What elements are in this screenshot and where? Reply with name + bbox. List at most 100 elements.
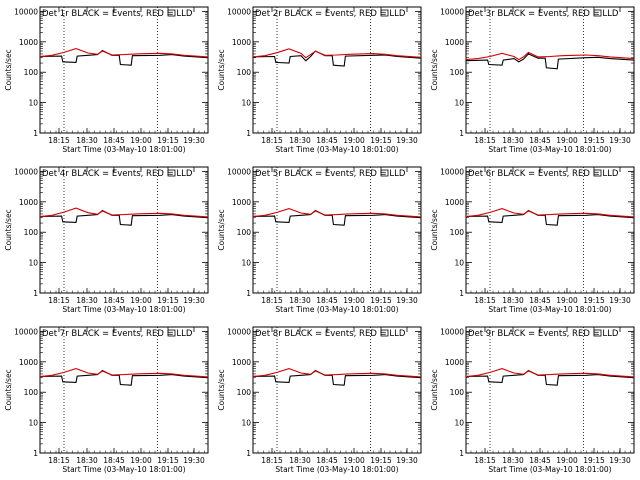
series-black-line (39, 369, 209, 386)
y-tick-label: 10 (28, 419, 38, 428)
y-tick-label: 100 (237, 68, 252, 77)
y-tick-label: 10 (454, 259, 464, 268)
chart-title: Det 7r BLACK = Events, RED = LLD (42, 329, 193, 339)
x-tick-label: 19:00 (130, 456, 152, 465)
x-tick-label: 19:15 (583, 456, 605, 465)
y-tick-label: 1000 (19, 38, 38, 47)
x-tick-label: 18:30 (289, 296, 311, 305)
y-tick-label: 1000 (445, 38, 464, 47)
indicator-box (593, 9, 602, 17)
y-tick-label: 100 (24, 68, 39, 77)
x-tick-label: 18:15 (474, 296, 496, 305)
y-tick-label: 10000 (440, 167, 464, 176)
plot-frame (252, 166, 422, 294)
y-tick-label: 10000 (14, 167, 38, 176)
y-tick-label: 10 (28, 259, 38, 268)
x-tick-label: 18:30 (76, 456, 98, 465)
series-black-line (39, 49, 209, 66)
x-axis-label: Start Time (03-May-10 18:01:00) (62, 145, 185, 154)
y-tick-label: 1000 (232, 38, 251, 47)
chart-title: Det 8r BLACK = Events, RED = LLD (255, 329, 406, 339)
chart-title: Det 5r BLACK = Events, RED = LLD (255, 169, 406, 179)
x-tick-label: 19:00 (343, 136, 365, 145)
plot-frame (252, 326, 422, 454)
y-axis-label: Counts/sec (217, 369, 226, 410)
x-tick-label: 18:45 (529, 456, 551, 465)
x-tick-label: 19:30 (396, 456, 418, 465)
y-axis-label: Counts/sec (217, 209, 226, 250)
chart-title: Det 2r BLACK = Events, RED = LLD (255, 9, 406, 19)
y-tick-label: 10 (454, 99, 464, 108)
indicator-box (380, 169, 389, 177)
y-tick-label: 1000 (445, 358, 464, 367)
x-tick-label: 18:30 (289, 136, 311, 145)
y-tick-label: 10 (241, 99, 251, 108)
y-axis-label: Counts/sec (430, 209, 439, 250)
y-axis-label: Counts/sec (217, 49, 226, 90)
x-tick-label: 19:00 (130, 136, 152, 145)
x-tick-label: 19:00 (343, 456, 365, 465)
indicator-box (167, 329, 176, 337)
x-tick-label: 19:15 (583, 136, 605, 145)
plot-frame (465, 166, 635, 294)
y-tick-label: 1 (33, 129, 38, 138)
series-black-line (465, 209, 635, 226)
y-tick-label: 1 (246, 129, 251, 138)
x-axis-label: Start Time (03-May-10 18:01:00) (488, 465, 611, 474)
x-tick-label: 19:00 (556, 456, 578, 465)
x-tick-label: 18:30 (502, 296, 524, 305)
x-tick-label: 19:00 (343, 296, 365, 305)
series-black-line (252, 50, 422, 67)
x-tick-label: 19:30 (396, 136, 418, 145)
y-tick-label: 10 (241, 419, 251, 428)
x-axis-label: Start Time (03-May-10 18:01:00) (488, 145, 611, 154)
chart-panel-4: Det 4r BLACK = Events, RED = LLD 1 10 100 10… (4, 166, 209, 314)
y-tick-label: 1000 (232, 358, 251, 367)
x-tick-label: 19:30 (396, 296, 418, 305)
x-axis-label: Start Time (03-May-10 18:01:00) (275, 305, 398, 314)
series-black-line (465, 369, 635, 386)
x-tick-label: 18:45 (103, 136, 125, 145)
series-black-line (39, 209, 209, 226)
series-red-line (465, 208, 635, 218)
x-tick-label: 19:30 (183, 456, 205, 465)
y-tick-label: 10000 (227, 167, 251, 176)
x-tick-label: 19:00 (130, 296, 152, 305)
x-axis-label: Start Time (03-May-10 18:01:00) (62, 305, 185, 314)
x-tick-label: 18:30 (76, 136, 98, 145)
x-axis-label: Start Time (03-May-10 18:01:00) (275, 465, 398, 474)
x-tick-label: 19:30 (609, 136, 631, 145)
chart-panel-3: Det 3r BLACK = Events, RED = LLD 1 10 100 10… (430, 6, 635, 154)
chart-title: Det 6r BLACK = Events, RED = LLD (468, 169, 619, 179)
plot-frame (252, 6, 422, 134)
series-red-line (252, 48, 422, 59)
x-tick-label: 19:15 (370, 296, 392, 305)
y-axis-label: Counts/sec (430, 369, 439, 410)
y-tick-label: 1000 (445, 198, 464, 207)
series-red-line (252, 368, 422, 378)
x-tick-label: 19:15 (157, 456, 179, 465)
chart-panel-8: Det 8r BLACK = Events, RED = LLD 1 10 100 10… (217, 326, 422, 474)
x-tick-label: 18:45 (529, 136, 551, 145)
x-tick-label: 18:15 (48, 296, 70, 305)
series-black-line (465, 53, 635, 70)
y-tick-label: 10 (454, 419, 464, 428)
x-axis-label: Start Time (03-May-10 18:01:00) (62, 465, 185, 474)
x-tick-label: 18:30 (502, 136, 524, 145)
y-tick-label: 1000 (19, 358, 38, 367)
indicator-box (593, 329, 602, 337)
x-tick-label: 19:00 (556, 136, 578, 145)
y-tick-label: 1000 (19, 198, 38, 207)
chart-title: Det 1r BLACK = Events, RED = LLD (42, 9, 193, 19)
indicator-box (380, 9, 389, 17)
y-tick-label: 100 (237, 228, 252, 237)
x-tick-label: 18:15 (474, 456, 496, 465)
y-tick-label: 10 (241, 259, 251, 268)
x-tick-label: 19:00 (556, 296, 578, 305)
chart-panel-6: Det 6r BLACK = Events, RED = LLD 1 10 100 10… (430, 166, 635, 314)
x-tick-label: 19:15 (157, 136, 179, 145)
y-tick-label: 100 (450, 388, 465, 397)
y-tick-label: 1 (459, 449, 464, 458)
y-axis-label: Counts/sec (4, 49, 13, 90)
